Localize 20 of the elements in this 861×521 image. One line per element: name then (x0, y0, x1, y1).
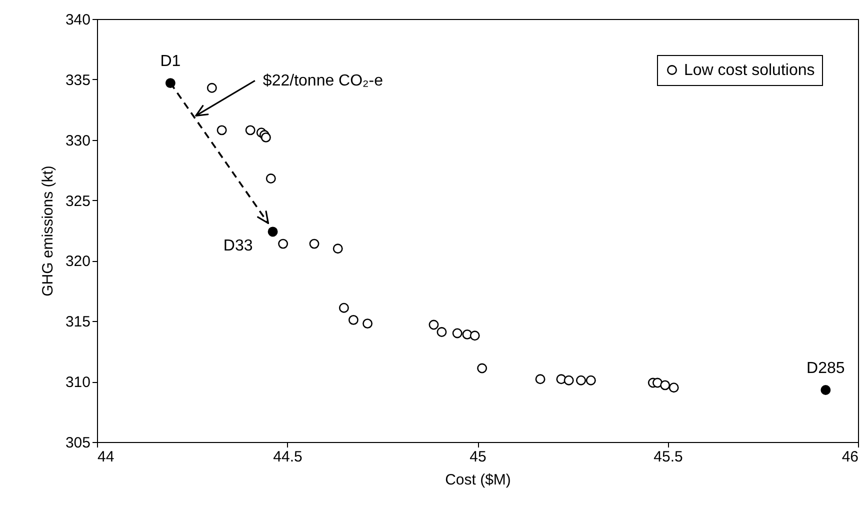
y-axis-title: GHG emissions (kt) (39, 166, 56, 296)
x-tick-label: 46 (842, 448, 858, 466)
x-tick-label: 45 (470, 448, 486, 466)
y-tick-label: 310 (65, 374, 90, 392)
annotation: $22/tonne CO₂-e (262, 72, 384, 90)
y-tick-label: 325 (65, 192, 90, 210)
y-tick-label: 305 (65, 434, 90, 452)
y-tick-label: 330 (65, 132, 90, 150)
y-tick-label: 320 (65, 253, 90, 270)
x-axis-title: Cost ($M) (445, 472, 511, 488)
annotation: D33 (223, 238, 253, 255)
y-tick-label: 315 (65, 314, 90, 331)
y-tick-label: 340 (65, 12, 90, 28)
x-tick-label: 44 (98, 448, 114, 466)
x-tick-label: 45.5 (654, 448, 683, 466)
x-tick-label: 44.5 (273, 448, 302, 466)
annotation: D285 (806, 360, 845, 378)
annotation: D1 (160, 53, 181, 70)
y-tick-label: 335 (65, 72, 90, 89)
legend-label: Low cost solutions (684, 62, 815, 79)
